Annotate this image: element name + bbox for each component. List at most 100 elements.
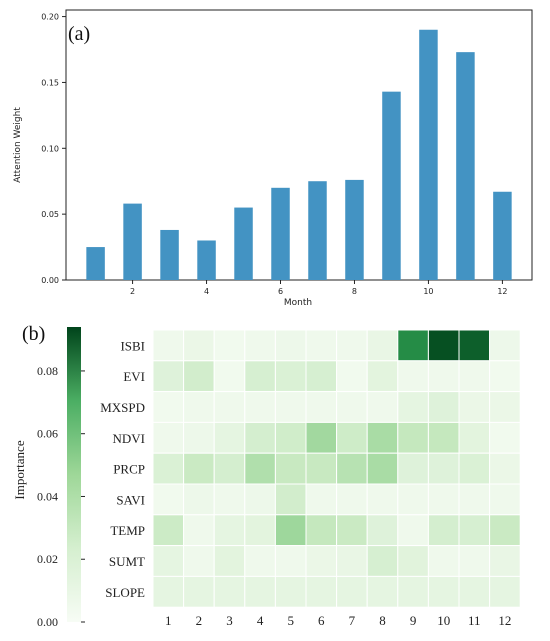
heatmap-cell-prcp-10	[427, 452, 460, 485]
bar-y-axis-label: Attention Weight	[13, 107, 23, 183]
heatmap-cell-isbi-12	[489, 329, 521, 362]
heatmap-cell-evi-9	[397, 360, 429, 393]
heatmap-cell-ndvi-1	[152, 421, 185, 454]
bar-month-3	[160, 229, 179, 280]
bar-x-axis-label: Month	[284, 298, 312, 308]
column-label: 9	[410, 613, 417, 628]
heatmap-cell-ndvi-10	[427, 421, 460, 454]
heatmap-cell-savi-6	[305, 483, 338, 516]
heatmap-cell-sumt-11	[458, 545, 491, 577]
row-label: PRCP	[113, 462, 145, 477]
column-label: 2	[196, 613, 203, 628]
heatmap-cell-prcp-11	[458, 452, 491, 485]
heatmap-cell-evi-8	[366, 360, 399, 393]
heatmap-cell-mxspd-12	[489, 391, 521, 423]
heatmap-cell-sumt-7	[336, 545, 368, 577]
heatmap-cell-mxspd-2	[183, 391, 215, 423]
heatmap-cell-mxspd-8	[366, 391, 399, 423]
heatmap-cell-ndvi-8	[366, 421, 399, 454]
heatmap-cell-prcp-8	[366, 452, 399, 485]
heatmap-cell-prcp-12	[489, 452, 521, 485]
heatmap-cell-savi-3	[213, 483, 246, 516]
heatmap-cell-temp-2	[183, 514, 215, 547]
heatmap-cell-mxspd-7	[336, 391, 368, 423]
bar-month-7	[308, 181, 327, 280]
bar-month-8	[345, 179, 364, 280]
panel-b-label: (b)	[22, 323, 45, 345]
heatmap-row-labels: ISBI EVI MXSPD NDVI PRCP SAVI TEMP SUMT SLOPE	[100, 338, 145, 599]
column-label: 10	[437, 613, 450, 628]
heatmap-cell-evi-4	[244, 360, 276, 393]
y-tick-label: 0.15	[41, 78, 59, 87]
heatmap-cell-temp-12	[489, 514, 521, 547]
heatmap-cell-isbi-3	[213, 329, 246, 362]
bar-y-ticks: 0.00 0.05 0.10 0.15 0.20	[41, 13, 66, 285]
bar-plot-frame	[65, 9, 533, 281]
x-tick-label: 4	[204, 287, 209, 296]
heatmap-cell-sumt-3	[213, 545, 246, 577]
heatmap-cell-temp-4	[244, 514, 276, 547]
heatmap-cell-ndvi-9	[397, 421, 429, 454]
colorbar-tick-label: 0.02	[37, 552, 58, 566]
bar-x-ticks: 2 4 6 8 10 12	[130, 280, 508, 296]
column-label: 11	[468, 613, 481, 628]
heatmap-cell-slope-9	[397, 575, 429, 608]
heatmap-cell-sumt-12	[489, 545, 521, 577]
heatmap-cell-temp-9	[397, 514, 429, 547]
x-tick-label: 12	[497, 287, 507, 296]
y-tick-label: 0.10	[41, 144, 59, 153]
heatmap-cell-ndvi-7	[336, 421, 368, 454]
heatmap-cells	[152, 329, 521, 608]
heatmap-cell-ndvi-5	[274, 421, 307, 454]
heatmap-cell-mxspd-1	[152, 391, 185, 423]
heatmap-cell-slope-12	[489, 575, 521, 608]
column-label: 12	[498, 613, 511, 628]
heatmap-cell-evi-1	[152, 360, 185, 393]
heatmap-cell-evi-5	[274, 360, 307, 393]
heatmap-cell-mxspd-10	[427, 391, 460, 423]
heatmap-cell-savi-9	[397, 483, 429, 516]
bar-month-11	[456, 52, 475, 280]
row-label: EVI	[123, 369, 145, 384]
row-label: SAVI	[116, 492, 145, 507]
bar-month-1	[86, 247, 105, 280]
bar-month-5	[234, 207, 253, 280]
heatmap-cell-ndvi-3	[213, 421, 246, 454]
heatmap-cell-slope-1	[152, 575, 185, 608]
heatmap-cell-temp-11	[458, 514, 491, 547]
heatmap-cell-slope-11	[458, 575, 491, 608]
heatmap-cell-evi-12	[489, 360, 521, 393]
heatmap-cell-slope-2	[183, 575, 215, 608]
heatmap-cell-isbi-6	[305, 329, 338, 362]
y-tick-label: 0.05	[41, 210, 59, 219]
bar-month-6	[271, 187, 290, 280]
heatmap-cell-prcp-1	[152, 452, 185, 485]
heatmap-cell-evi-3	[213, 360, 246, 393]
heatmap-cell-savi-8	[366, 483, 399, 516]
heatmap-cell-temp-5	[274, 514, 307, 547]
heatmap-cell-prcp-5	[274, 452, 307, 485]
heatmap-cell-isbi-4	[244, 329, 276, 362]
column-label: 8	[379, 613, 386, 628]
heatmap-cell-evi-6	[305, 360, 338, 393]
heatmap-panel: (b) 0.00 0.02 0.04 0.06 0.08 Importance ISBI…	[12, 323, 521, 629]
heatmap-cell-sumt-1	[152, 545, 185, 577]
heatmap-cell-temp-7	[336, 514, 368, 547]
heatmap-cell-slope-7	[336, 575, 368, 608]
heatmap-cell-prcp-6	[305, 452, 338, 485]
heatmap-cell-ndvi-12	[489, 421, 521, 454]
heatmap-cell-mxspd-4	[244, 391, 276, 423]
heatmap-cell-mxspd-3	[213, 391, 246, 423]
heatmap-cell-savi-5	[274, 483, 307, 516]
heatmap-cell-isbi-7	[336, 329, 368, 362]
heatmap-cell-isbi-10	[427, 329, 460, 362]
heatmap-cell-sumt-2	[183, 545, 215, 577]
colorbar	[67, 327, 81, 622]
heatmap-cell-isbi-2	[183, 329, 215, 362]
y-tick-label: 0.00	[41, 276, 59, 285]
heatmap-column-labels: 1 2 3 4 5 6 7 8 9 10 11 12	[165, 613, 511, 628]
panel-a-label: (a)	[68, 23, 90, 45]
heatmap-cell-temp-1	[152, 514, 185, 547]
heatmap-cell-ndvi-6	[305, 421, 338, 454]
